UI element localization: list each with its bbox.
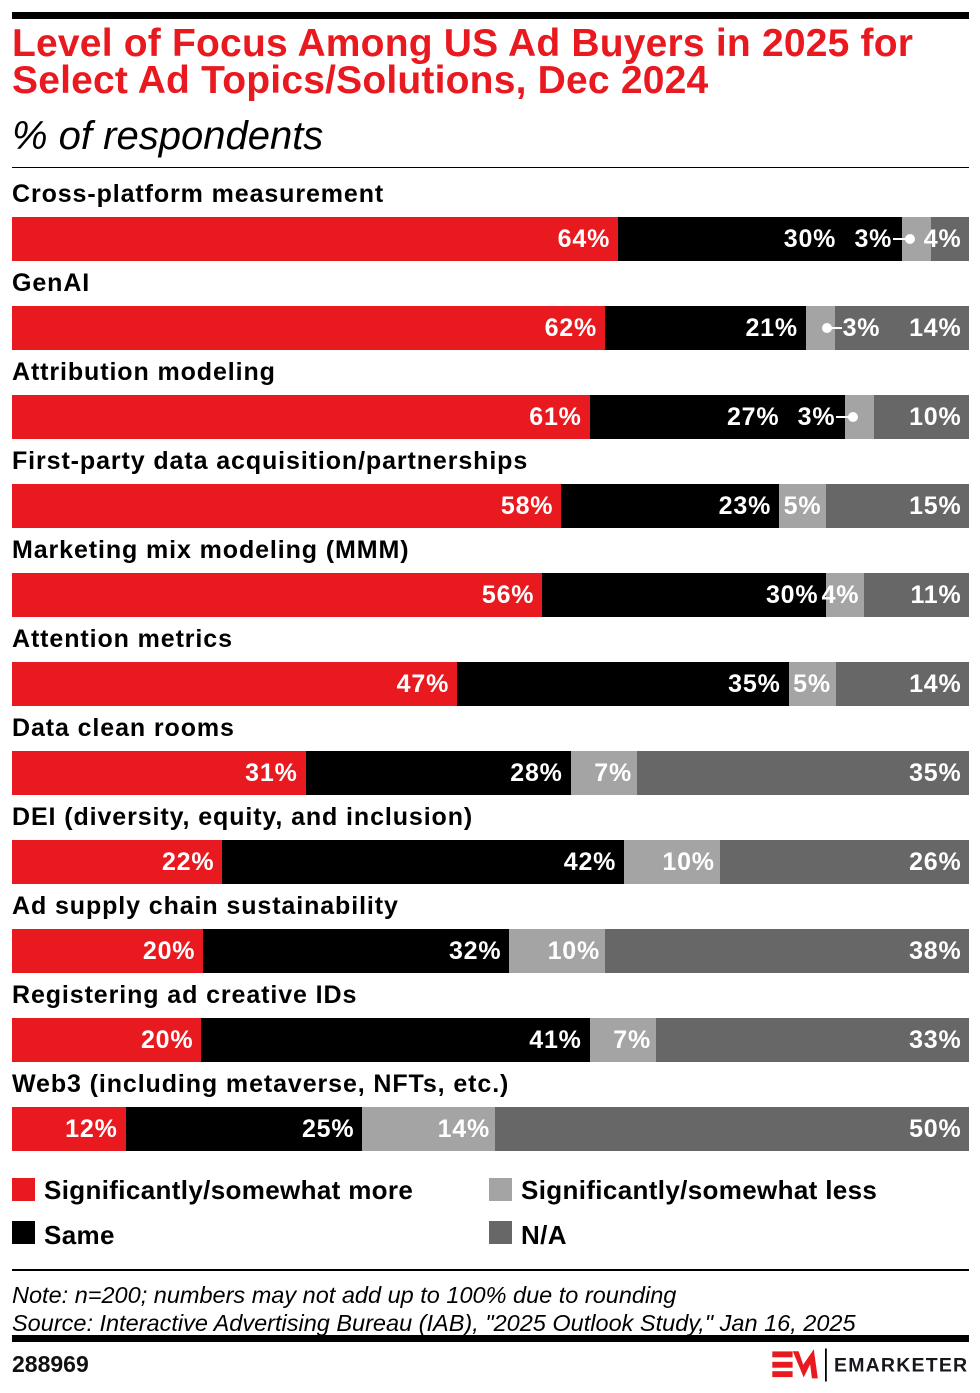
- svg-text:EMARKETER: EMARKETER: [834, 1355, 968, 1377]
